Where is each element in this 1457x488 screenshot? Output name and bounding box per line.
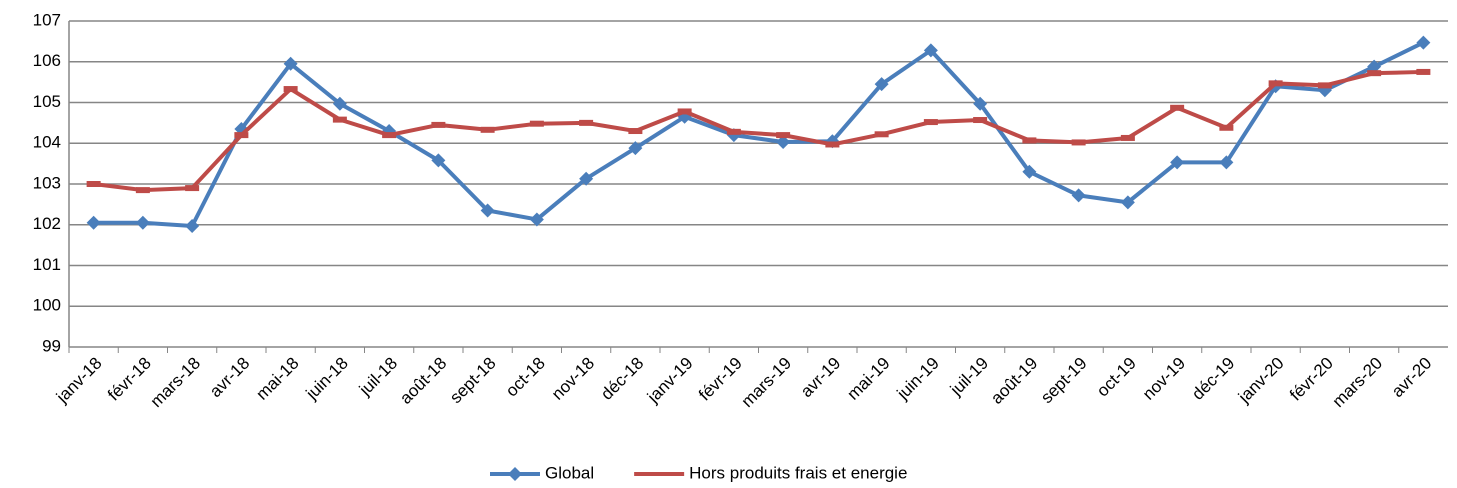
x-tick-label: juil-19 [946,354,992,400]
point-marker [973,96,988,111]
point-marker [332,96,347,111]
x-tick-label: oct-18 [502,354,549,401]
x-tick-label: avr-20 [1388,354,1436,402]
series-line [93,69,1424,193]
y-tick-label: 101 [33,255,61,274]
legend-marker [508,467,522,481]
point-marker [1120,195,1135,210]
point-marker [480,203,495,218]
point-marker [1416,35,1431,50]
point-marker [874,77,889,92]
point-marker [1219,124,1234,131]
legend-label: Hors produits frais et energie [689,463,907,482]
point-marker [283,56,298,71]
point-marker [86,215,101,230]
y-tick-label: 107 [33,10,61,29]
point-marker [1022,164,1037,179]
point-marker [579,171,594,186]
point-marker [923,119,938,126]
y-tick-label: 105 [33,92,61,111]
y-tick-label: 100 [33,296,61,315]
x-tick-label: mai-19 [843,354,893,404]
x-tick-label: mars-18 [147,354,205,412]
x-tick-label: déc-18 [597,354,647,404]
point-marker [923,43,938,58]
point-marker [776,132,791,139]
y-tick-label: 104 [33,133,61,152]
point-marker [1071,139,1086,146]
x-tick-label: janv-18 [52,354,106,408]
point-marker [579,119,594,126]
x-tick-label: juin-18 [302,354,352,404]
point-marker [332,116,347,123]
point-marker [776,135,791,150]
point-marker [628,128,643,135]
point-marker [677,108,692,115]
point-marker [825,141,840,148]
x-tick-label: mai-18 [252,354,302,404]
point-marker [726,128,741,135]
x-tick-label: sept-18 [446,354,500,408]
x-tick-label: août-18 [396,354,450,408]
point-marker [480,126,495,133]
point-marker [431,121,446,128]
x-tick-label: juil-18 [355,354,401,400]
x-tick-label: nov-19 [1139,354,1189,404]
x-tick-label: nov-18 [548,354,598,404]
x-tick-label: avr-19 [797,354,845,402]
point-marker [1170,104,1185,111]
point-marker [234,132,249,139]
point-marker [1219,155,1234,170]
point-marker [283,86,298,93]
point-marker [185,218,200,233]
point-marker [529,120,544,127]
point-marker [628,141,643,156]
x-tick-label: sept-19 [1037,354,1091,408]
point-marker [185,185,200,192]
x-tick-label: août-19 [987,354,1041,408]
point-marker [874,131,889,138]
point-marker [973,117,988,124]
point-marker [1317,82,1332,89]
x-tick-label: déc-19 [1188,354,1238,404]
point-marker [1170,155,1185,170]
x-tick-label: janv-20 [1234,354,1288,408]
point-marker [431,153,446,168]
x-tick-label: avr-18 [206,354,254,402]
point-marker [1022,137,1037,144]
point-marker [135,187,150,194]
point-marker [529,212,544,227]
point-marker [1367,70,1382,77]
y-tick-label: 102 [33,214,61,233]
point-marker [1367,59,1382,74]
point-marker [135,215,150,230]
x-tick-label: janv-19 [643,354,697,408]
x-tick-label: oct-19 [1093,354,1140,401]
point-marker [1071,188,1086,203]
y-tick-label: 99 [42,336,61,355]
x-tick-label: juin-19 [893,354,943,404]
point-marker [1268,80,1283,87]
x-tick-label: mars-20 [1329,354,1387,412]
point-marker [86,181,101,187]
point-marker [1416,68,1431,75]
y-tick-label: 106 [33,51,61,70]
x-tick-label: mars-19 [738,354,796,412]
series-line [93,40,1425,228]
legend-label: Global [545,463,594,482]
point-marker [382,132,397,139]
y-tick-label: 103 [33,173,61,192]
point-marker [1120,134,1135,141]
